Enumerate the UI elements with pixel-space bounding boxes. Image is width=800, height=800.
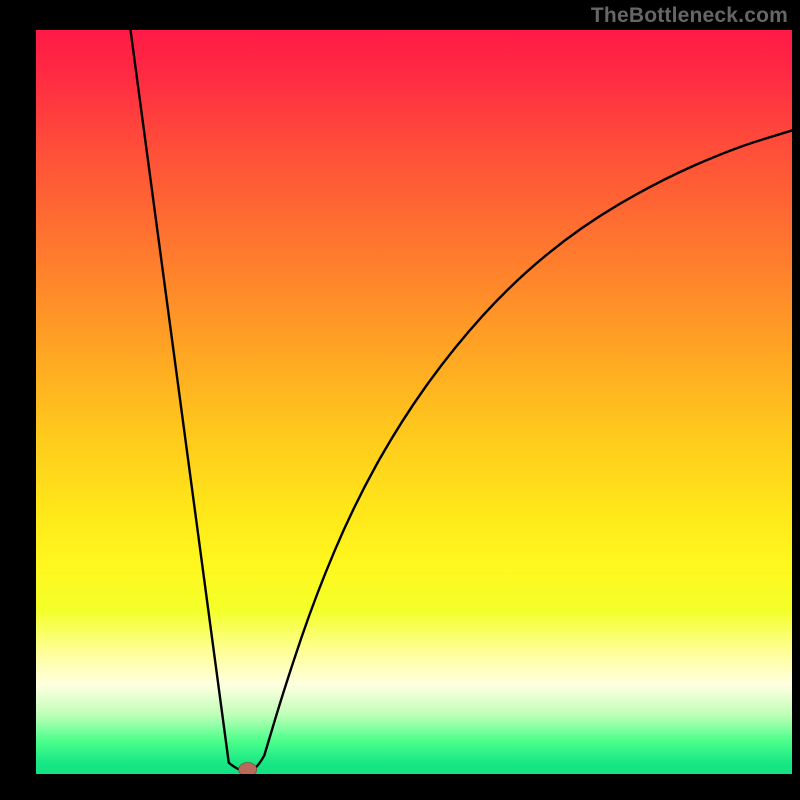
background-gradient [36,30,792,774]
watermark-text: TheBottleneck.com [591,4,788,28]
plot-area [36,30,792,774]
figure-container: TheBottleneck.com [0,0,800,800]
